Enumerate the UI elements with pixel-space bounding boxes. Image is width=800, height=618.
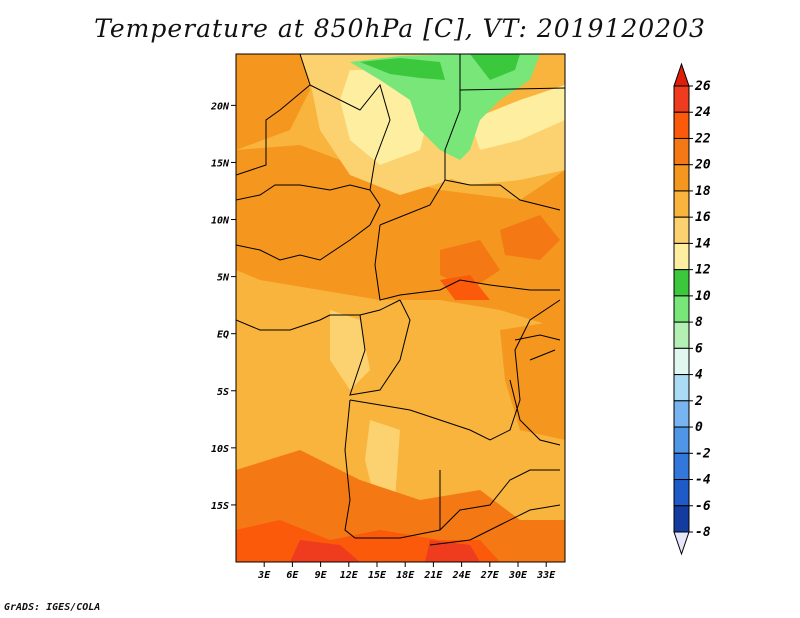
colorbar-label: 20 [694, 158, 711, 173]
temperature-field [236, 54, 565, 562]
colorbar-label: 12 [695, 263, 711, 278]
lat-tick-label: EQ [217, 330, 229, 341]
lon-tick-label: 12E [340, 570, 359, 581]
lat-tick-label: 15S [211, 501, 229, 512]
colorbar-segment [673, 137, 690, 166]
colorbar-segment [673, 400, 690, 428]
lon-tick-label: 9E [315, 570, 328, 581]
colorbar-segment [673, 242, 690, 271]
colorbar-segment [673, 164, 690, 192]
colorbar-label: 14 [695, 236, 711, 251]
colorbar-label: 18 [695, 184, 711, 199]
lon-tick-label: 15E [368, 570, 387, 581]
lon-tick-label: 6E [286, 570, 299, 581]
lon-tick-label: 27E [480, 570, 500, 581]
lon-tick-label: 21E [423, 570, 443, 581]
colorbar-segment [673, 452, 690, 481]
lat-tick-label: 5S [217, 387, 229, 398]
colorbar-label: -4 [695, 473, 711, 488]
lon-tick-label: 24E [452, 570, 472, 581]
colorbar-segment [673, 505, 690, 533]
lat-tick-label: 5N [217, 273, 230, 284]
lon-tick-label: 30E [508, 570, 528, 581]
colorbar-label: 8 [695, 315, 703, 330]
colorbar-label: 26 [694, 79, 711, 94]
lat-tick-label: 10N [211, 216, 230, 227]
map-frame [235, 53, 566, 563]
lon-tick-label: 33E [536, 570, 556, 581]
map-title: Temperature at 850hPa [C], VT: 201912020… [94, 14, 706, 43]
colorbar-label: 2 [694, 394, 703, 409]
lat-tick-label: 20N [210, 101, 230, 112]
lon-tick-label: 3E [257, 570, 271, 581]
colorbar-label: 16 [695, 210, 711, 225]
grads-credit: GrADS: IGES/COLA [4, 602, 101, 613]
colorbar-label: -2 [695, 446, 711, 461]
colorbar-label: -6 [695, 499, 711, 514]
colorbar-label: 4 [695, 368, 703, 383]
colorbar-segment [673, 269, 690, 297]
colorbar-label: -8 [695, 525, 711, 540]
colorbar-label: 24 [694, 105, 711, 120]
country-borders [236, 54, 565, 546]
colorbar-label: 0 [695, 420, 703, 435]
colorbar-segment [673, 479, 690, 507]
colorbar-segment [673, 190, 690, 218]
colorbar-segment [673, 216, 690, 244]
lon-tick-label: 18E [396, 570, 415, 581]
colorbar-label: 10 [695, 289, 711, 304]
colorbar-bottom-arrow [673, 531, 690, 556]
lat-tick-label: 10S [211, 444, 229, 455]
colorbar-segment [673, 295, 690, 323]
colorbar-segment [673, 85, 690, 113]
colorbar-segment [673, 111, 690, 139]
lat-tick-label: 15N [211, 158, 230, 169]
colorbar-top-arrow [673, 62, 690, 87]
colorbar-label: 6 [695, 341, 703, 356]
colorbar-segment [673, 347, 690, 376]
colorbar-segment [673, 374, 690, 402]
colorbar-segment [673, 426, 690, 454]
colorbar-label: 22 [694, 131, 711, 146]
colorbar-segment [673, 321, 690, 349]
